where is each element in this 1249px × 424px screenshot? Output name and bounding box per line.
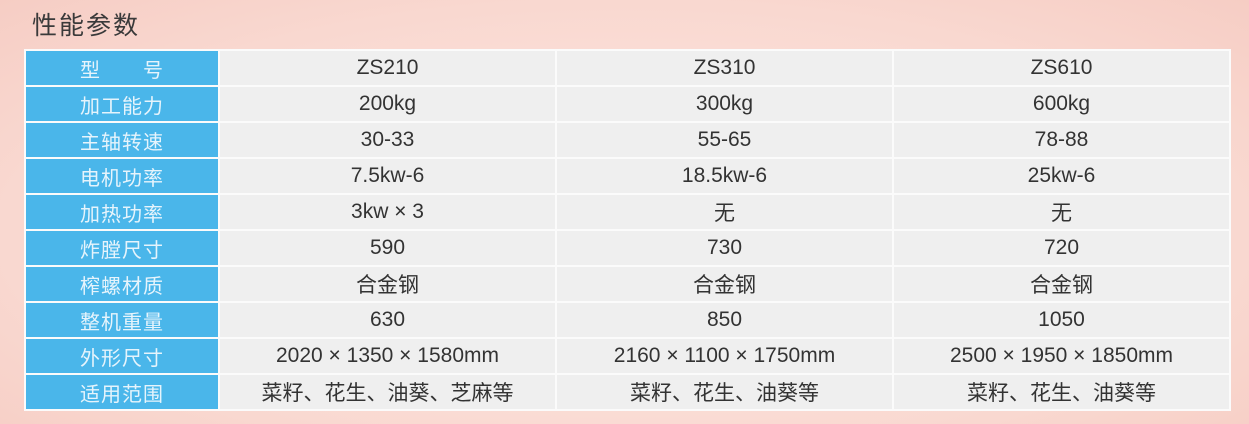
- row-label: 电机功率: [24, 157, 220, 195]
- table-cell: 2160 × 1100 × 1750mm: [555, 337, 894, 375]
- table-cell: 30-33: [218, 121, 557, 159]
- row-label: 型 号: [24, 49, 220, 87]
- table-cell: 300kg: [555, 85, 894, 123]
- table-cell: 730: [555, 229, 894, 267]
- table-cell: 3kw × 3: [218, 193, 557, 231]
- table-cell: 合金钢: [555, 265, 894, 303]
- table-cell: 600kg: [892, 85, 1231, 123]
- spec-table: 型 号 ZS210 ZS310 ZS610 加工能力 200kg 300kg 600kg 主轴转…: [24, 49, 1231, 411]
- table-cell: 7.5kw-6: [218, 157, 557, 195]
- table-cell: 18.5kw-6: [555, 157, 894, 195]
- table-row: 型 号 ZS210 ZS310 ZS610: [24, 49, 1231, 87]
- row-label: 加工能力: [24, 85, 220, 123]
- table-cell: 720: [892, 229, 1231, 267]
- table-cell: ZS610: [892, 49, 1231, 87]
- row-label: 适用范围: [24, 373, 220, 411]
- page-title: 性能参数: [32, 11, 141, 40]
- table-row: 榨螺材质 合金钢 合金钢 合金钢: [24, 265, 1231, 303]
- table-cell: 1050: [892, 301, 1231, 339]
- table-cell: ZS210: [218, 49, 557, 87]
- table-cell: 无: [892, 193, 1231, 231]
- table-cell: 2500 × 1950 × 1850mm: [892, 337, 1231, 375]
- row-label: 榨螺材质: [24, 265, 220, 303]
- table-cell: 无: [555, 193, 894, 231]
- table-row: 炸膛尺寸 590 730 720: [24, 229, 1231, 267]
- table-cell: ZS310: [555, 49, 894, 87]
- table-cell: 菜籽、花生、油葵等: [555, 373, 894, 411]
- table-row: 电机功率 7.5kw-6 18.5kw-6 25kw-6: [24, 157, 1231, 195]
- table-cell: 630: [218, 301, 557, 339]
- row-label: 炸膛尺寸: [24, 229, 220, 267]
- row-label: 整机重量: [24, 301, 220, 339]
- table-row: 外形尺寸 2020 × 1350 × 1580mm 2160 × 1100 × 17…: [24, 337, 1231, 375]
- table-row: 整机重量 630 850 1050: [24, 301, 1231, 339]
- table-cell: 590: [218, 229, 557, 267]
- row-label: 加热功率: [24, 193, 220, 231]
- table-cell: 菜籽、花生、油葵等: [892, 373, 1231, 411]
- table-cell: 合金钢: [892, 265, 1231, 303]
- table-cell: 菜籽、花生、油葵、芝麻等: [218, 373, 557, 411]
- table-cell: 合金钢: [218, 265, 557, 303]
- table-cell: 2020 × 1350 × 1580mm: [218, 337, 557, 375]
- table-row: 主轴转速 30-33 55-65 78-88: [24, 121, 1231, 159]
- table-cell: 25kw-6: [892, 157, 1231, 195]
- row-label: 外形尺寸: [24, 337, 220, 375]
- row-label: 主轴转速: [24, 121, 220, 159]
- table-cell: 200kg: [218, 85, 557, 123]
- table-row: 加工能力 200kg 300kg 600kg: [24, 85, 1231, 123]
- table-cell: 55-65: [555, 121, 894, 159]
- table-cell: 78-88: [892, 121, 1231, 159]
- table-cell: 850: [555, 301, 894, 339]
- table-row: 适用范围 菜籽、花生、油葵、芝麻等 菜籽、花生、油葵等 菜籽、花生、油葵等: [24, 373, 1231, 411]
